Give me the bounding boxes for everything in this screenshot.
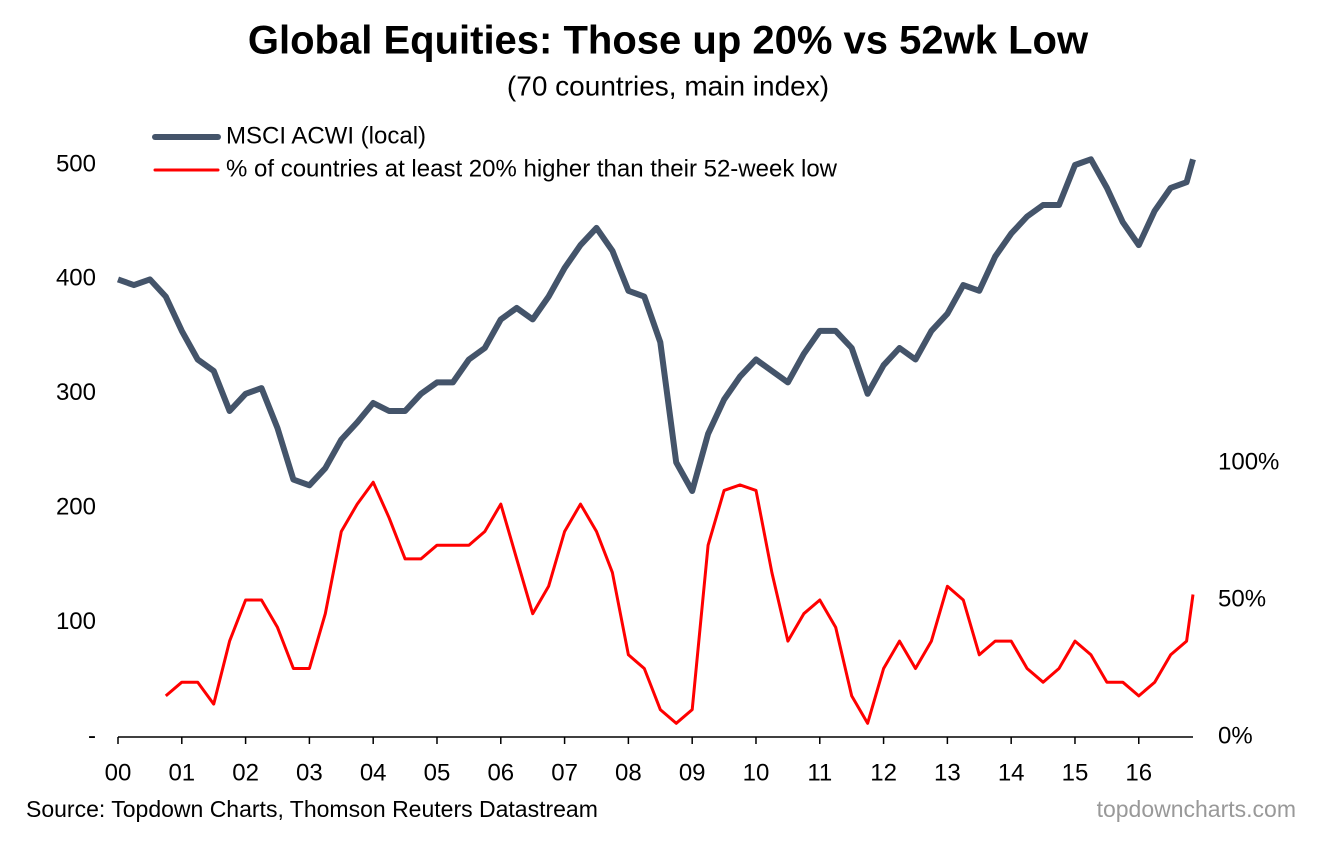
x-tick-label: 00 xyxy=(105,759,132,786)
y-tick-label: 300 xyxy=(56,379,96,406)
x-tick-label: 12 xyxy=(870,759,897,786)
x-tick-label: 13 xyxy=(934,759,961,786)
series-line xyxy=(164,480,1195,725)
x-tick-label: 14 xyxy=(998,759,1025,786)
x-tick-label: 03 xyxy=(296,759,323,786)
y-tick-label: 400 xyxy=(56,265,96,292)
y-tick-label: 100 xyxy=(56,608,96,635)
x-tick-label: 09 xyxy=(679,759,706,786)
x-tick-label: 08 xyxy=(615,759,642,786)
x-tick-label: 07 xyxy=(551,759,578,786)
source-note: Source: Topdown Charts, Thomson Reuters … xyxy=(26,796,598,822)
y-tick-label: 500 xyxy=(56,150,96,177)
x-tick-label: 15 xyxy=(1062,759,1089,786)
watermark: topdowncharts.com xyxy=(1097,796,1296,822)
x-tick-label: 05 xyxy=(424,759,451,786)
legend-label: MSCI ACWI (local) xyxy=(226,122,426,149)
legend-label: % of countries at least 20% higher than … xyxy=(226,155,838,182)
y2-tick-label: 50% xyxy=(1218,585,1266,612)
x-tick-label: 16 xyxy=(1125,759,1152,786)
chart-subtitle: (70 countries, main index) xyxy=(507,70,829,101)
series-line xyxy=(116,156,1196,494)
x-tick-label: 02 xyxy=(232,759,259,786)
y2-tick-label: 100% xyxy=(1218,448,1279,475)
x-tick-label: 11 xyxy=(807,759,832,786)
x-tick-label: 06 xyxy=(487,759,514,786)
y-tick-label: 200 xyxy=(56,494,96,521)
y2-tick-label: 0% xyxy=(1218,722,1253,749)
chart-title: Global Equities: Those up 20% vs 52wk Lo… xyxy=(248,19,1089,63)
x-tick-label: 10 xyxy=(743,759,770,786)
y-tick-label: - xyxy=(88,722,96,749)
x-tick-label: 04 xyxy=(360,759,387,786)
x-tick-label: 01 xyxy=(168,759,195,786)
